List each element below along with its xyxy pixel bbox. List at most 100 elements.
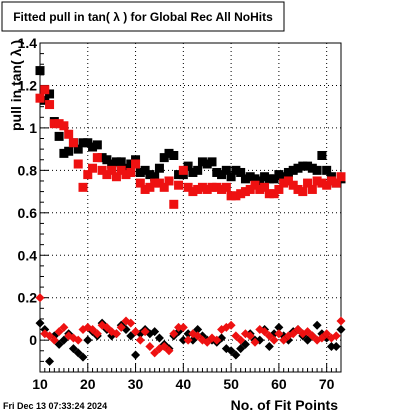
data-point-diamond [159, 342, 169, 352]
data-point-square [312, 176, 322, 186]
data-point-square [135, 167, 145, 177]
data-point-square [207, 157, 217, 167]
data-point-square [159, 153, 169, 163]
data-point-square [331, 178, 341, 188]
y-tick-label: 1.2 [18, 77, 38, 93]
data-point-diamond [178, 335, 188, 345]
data-point-diamond [150, 348, 160, 358]
data-point-square [212, 182, 222, 192]
data-point-diamond [336, 325, 346, 335]
data-point-diamond [116, 322, 126, 332]
data-point-square [154, 178, 164, 188]
data-point-square [231, 165, 241, 175]
x-tick-label: 50 [223, 376, 239, 392]
data-point-square [54, 131, 64, 141]
data-point-square [303, 161, 313, 171]
data-point-square [97, 153, 107, 163]
data-point-square [274, 184, 284, 194]
data-point-diamond [236, 335, 246, 345]
data-point-diamond [54, 327, 64, 337]
x-tick-label: 60 [271, 376, 287, 392]
data-point-square [236, 189, 246, 199]
data-point-square [279, 178, 289, 188]
data-point-square [73, 144, 83, 154]
y-tick-label: 1 [29, 120, 37, 136]
data-point-diamond [188, 335, 198, 345]
data-point-square [164, 148, 174, 158]
data-point-square [288, 180, 298, 190]
data-point-square [221, 165, 231, 175]
data-point-square [326, 176, 336, 186]
data-point-diamond [183, 329, 193, 339]
data-point-diamond [336, 316, 346, 326]
data-point-diamond [174, 322, 184, 332]
data-point-square [49, 119, 59, 129]
x-tick-label: 30 [128, 376, 144, 392]
data-point-square [283, 167, 293, 177]
data-point-diamond [231, 350, 241, 360]
data-point-square [102, 170, 112, 180]
data-point-diamond [35, 318, 45, 328]
data-point-diamond [92, 329, 102, 339]
data-point-square [188, 187, 198, 197]
data-point-diamond [73, 348, 83, 358]
data-point-square [121, 170, 131, 180]
data-point-diamond [326, 342, 336, 352]
data-point-square [45, 89, 55, 99]
data-point-square [59, 148, 69, 158]
data-point-square [59, 121, 69, 131]
data-point-diamond [274, 322, 284, 332]
data-point-square [107, 165, 117, 175]
data-point-square [131, 159, 141, 169]
grid-lines [40, 43, 341, 372]
data-point-square [245, 172, 255, 182]
data-point-square [264, 174, 274, 184]
y-tick-label: 0.8 [18, 162, 38, 178]
title-frame [1, 1, 285, 32]
data-point-square [92, 153, 102, 163]
data-point-square [212, 167, 222, 177]
data-point-diamond [49, 335, 59, 345]
data-point-diamond [126, 318, 136, 328]
data-point-diamond [54, 339, 64, 349]
data-point-diamond [178, 322, 188, 332]
data-point-square [288, 165, 298, 175]
data-point-square [116, 165, 126, 175]
x-tick-label: 10 [32, 376, 48, 392]
data-point-square [140, 165, 150, 175]
data-point-diamond [193, 331, 203, 341]
data-point-square [269, 174, 279, 184]
title-box: Fitted pull in tan( λ ) for Global Rec A… [1, 1, 285, 32]
data-point-diamond [35, 293, 45, 303]
data-point-diamond [312, 320, 322, 330]
data-point-diamond [140, 327, 150, 337]
data-point-square [35, 93, 45, 103]
data-point-diamond [317, 333, 327, 343]
data-point-diamond [322, 329, 332, 339]
data-point-diamond [279, 335, 289, 345]
data-point-square [83, 170, 93, 180]
data-point-square [159, 182, 169, 192]
data-point-square [202, 159, 212, 169]
data-points [35, 66, 346, 366]
data-point-square [260, 172, 270, 182]
data-point-square [202, 184, 212, 194]
data-point-square [312, 165, 322, 175]
data-point-diamond [131, 350, 141, 360]
data-point-square [78, 182, 88, 192]
data-point-square [97, 165, 107, 175]
data-point-square [255, 184, 265, 194]
data-point-diamond [45, 331, 55, 341]
data-point-square [193, 165, 203, 175]
data-point-diamond [331, 331, 341, 341]
data-point-diamond [88, 325, 98, 335]
data-point-diamond [183, 335, 193, 345]
data-point-square [83, 138, 93, 148]
data-point-diamond [250, 337, 260, 347]
data-point-square [35, 66, 45, 76]
y-tick-label: 0.2 [18, 290, 38, 306]
data-point-diamond [83, 335, 93, 345]
data-point-square [68, 138, 78, 148]
